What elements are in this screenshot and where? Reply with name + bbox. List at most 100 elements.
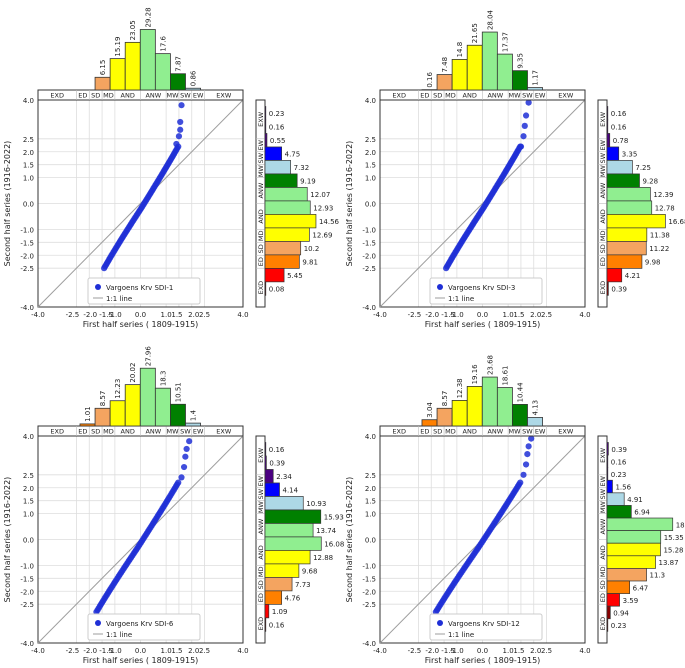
right-hist-label: 0.78 bbox=[613, 137, 629, 145]
right-hist-label: 12.07 bbox=[310, 191, 330, 199]
class-label-top: EXD bbox=[392, 428, 406, 436]
class-label-top: EW bbox=[193, 92, 204, 100]
top-hist-label: 15.19 bbox=[114, 37, 122, 57]
top-hist-bar bbox=[170, 403, 186, 427]
class-label-right: EXW bbox=[599, 111, 607, 127]
right-hist-label: 0.55 bbox=[270, 137, 286, 145]
right-hist-label: 13.87 bbox=[659, 559, 679, 567]
class-label-top: MD bbox=[103, 92, 114, 100]
y-tick-label: 1.0 bbox=[23, 175, 34, 183]
x-tick-label: -2.0 bbox=[83, 311, 97, 319]
right-hist-bar bbox=[264, 455, 267, 470]
top-hist-label: 14.8 bbox=[456, 42, 464, 58]
legend-point-marker bbox=[437, 284, 443, 290]
x-tick-label: -1.0 bbox=[450, 311, 464, 319]
legend-line-label: 1:1 line bbox=[448, 295, 474, 303]
x-axis-title: First half series ( 1809-1915) bbox=[83, 320, 199, 329]
right-hist-bar bbox=[606, 173, 640, 188]
right-hist-bar bbox=[606, 593, 620, 607]
y-tick-label: -1.5 bbox=[362, 575, 376, 583]
class-label-right: EW bbox=[599, 139, 607, 150]
x-tick-label: 2.5 bbox=[541, 311, 552, 319]
data-point bbox=[525, 443, 532, 450]
class-label-right: MD bbox=[257, 567, 265, 578]
right-hist-bar bbox=[264, 442, 267, 457]
data-point bbox=[175, 133, 183, 140]
right-hist-label: 12.93 bbox=[313, 205, 333, 213]
legend-point-marker bbox=[95, 284, 101, 290]
top-hist-bar bbox=[139, 367, 156, 427]
right-hist-bar bbox=[606, 160, 633, 175]
legend-box bbox=[87, 613, 201, 641]
x-tick-label: 4.0 bbox=[237, 311, 248, 319]
x-axis-title: First half series ( 1809-1915) bbox=[83, 656, 199, 665]
y-tick-label: 1.0 bbox=[23, 511, 34, 519]
right-hist-bar bbox=[606, 119, 609, 134]
x-tick-label: 2.0 bbox=[530, 647, 541, 655]
class-label-right: MW bbox=[599, 165, 607, 178]
right-hist-label: 4.75 bbox=[285, 151, 301, 159]
x-axis-title: First half series ( 1809-1915) bbox=[425, 656, 541, 665]
y-tick-label: 1.0 bbox=[365, 511, 376, 519]
right-hist-bar bbox=[606, 618, 609, 632]
right-hist-bar bbox=[264, 482, 280, 497]
class-label-top: SD bbox=[433, 428, 442, 436]
class-label-right: ANW bbox=[599, 518, 607, 534]
right-hist-bar bbox=[264, 577, 293, 592]
x-tick-label: -2.0 bbox=[83, 647, 97, 655]
y-tick-label: 4.0 bbox=[23, 433, 34, 441]
y-tick-label: 4.0 bbox=[365, 97, 376, 105]
class-label-top: MW bbox=[167, 428, 180, 436]
x-tick-label: -4.0 bbox=[31, 311, 45, 319]
right-hist-bar bbox=[606, 492, 625, 506]
right-hist-label: 4.14 bbox=[282, 487, 298, 495]
class-label-right: EW bbox=[599, 475, 607, 486]
top-hist-label: 12.23 bbox=[114, 379, 122, 399]
right-hist-bar bbox=[606, 281, 609, 296]
class-label-right: MD bbox=[599, 231, 607, 242]
right-hist-bar bbox=[606, 133, 611, 148]
top-hist-label: 1.17 bbox=[532, 70, 540, 86]
top-hist-bar bbox=[124, 41, 141, 91]
y-tick-label: 4.0 bbox=[23, 97, 34, 105]
data-point bbox=[517, 143, 525, 150]
top-hist-bar bbox=[185, 87, 201, 91]
class-label-right: ED bbox=[599, 593, 607, 602]
x-tick-label: -4.0 bbox=[373, 647, 387, 655]
top-hist-label: 17.6 bbox=[159, 35, 167, 51]
right-hist-label: 15.35 bbox=[664, 534, 684, 542]
one-to-one-line bbox=[37, 99, 244, 308]
right-hist-bar bbox=[264, 550, 311, 565]
top-hist-bar bbox=[109, 400, 126, 427]
top-hist-label: 3.04 bbox=[426, 402, 434, 418]
class-label-top: MW bbox=[509, 92, 522, 100]
class-label-right: SD bbox=[599, 580, 607, 589]
chart-panel-3: -4.0 -2.5 -2.0 -1.5-1.0 0.0 1.0 1.5 2.0 2.5 4.0-4… bbox=[3, 346, 344, 665]
top-hist-label: 18.61 bbox=[501, 365, 509, 385]
right-hist-label: 0.16 bbox=[269, 124, 285, 132]
y-tick-label: 1.5 bbox=[23, 162, 34, 170]
right-hist-label: 6.47 bbox=[633, 584, 649, 592]
x-tick-label: 0.0 bbox=[135, 647, 146, 655]
class-label-right: ED bbox=[257, 257, 265, 266]
class-label-right: EXW bbox=[599, 447, 607, 463]
class-label-top: ED bbox=[78, 92, 87, 100]
right-hist-bar bbox=[264, 604, 270, 619]
x-tick-label: 1.5 bbox=[171, 647, 182, 655]
x-axis-title: First half series ( 1809-1915) bbox=[425, 320, 541, 329]
x-tick-label: -2.0 bbox=[425, 311, 439, 319]
y-axis-title: Second half series (1916-2022) bbox=[3, 141, 12, 267]
x-tick-label: 2.0 bbox=[188, 311, 199, 319]
top-hist-label: 12.38 bbox=[456, 378, 464, 398]
legend: Vargoens Krv SDI-1 1:1 line bbox=[87, 277, 201, 305]
x-tick-label: 2.5 bbox=[199, 647, 210, 655]
x-tick-label: -1.5 bbox=[441, 311, 455, 319]
x-tick-label: -2.5 bbox=[66, 311, 80, 319]
right-hist-bar bbox=[606, 214, 666, 229]
right-hist-bar bbox=[264, 160, 291, 175]
top-hist-bar bbox=[481, 31, 498, 91]
y-tick-label: -4.0 bbox=[362, 304, 376, 312]
right-hist-bar bbox=[264, 268, 285, 283]
x-tick-label: -1.5 bbox=[99, 311, 113, 319]
x-tick-label: 1.5 bbox=[513, 311, 524, 319]
